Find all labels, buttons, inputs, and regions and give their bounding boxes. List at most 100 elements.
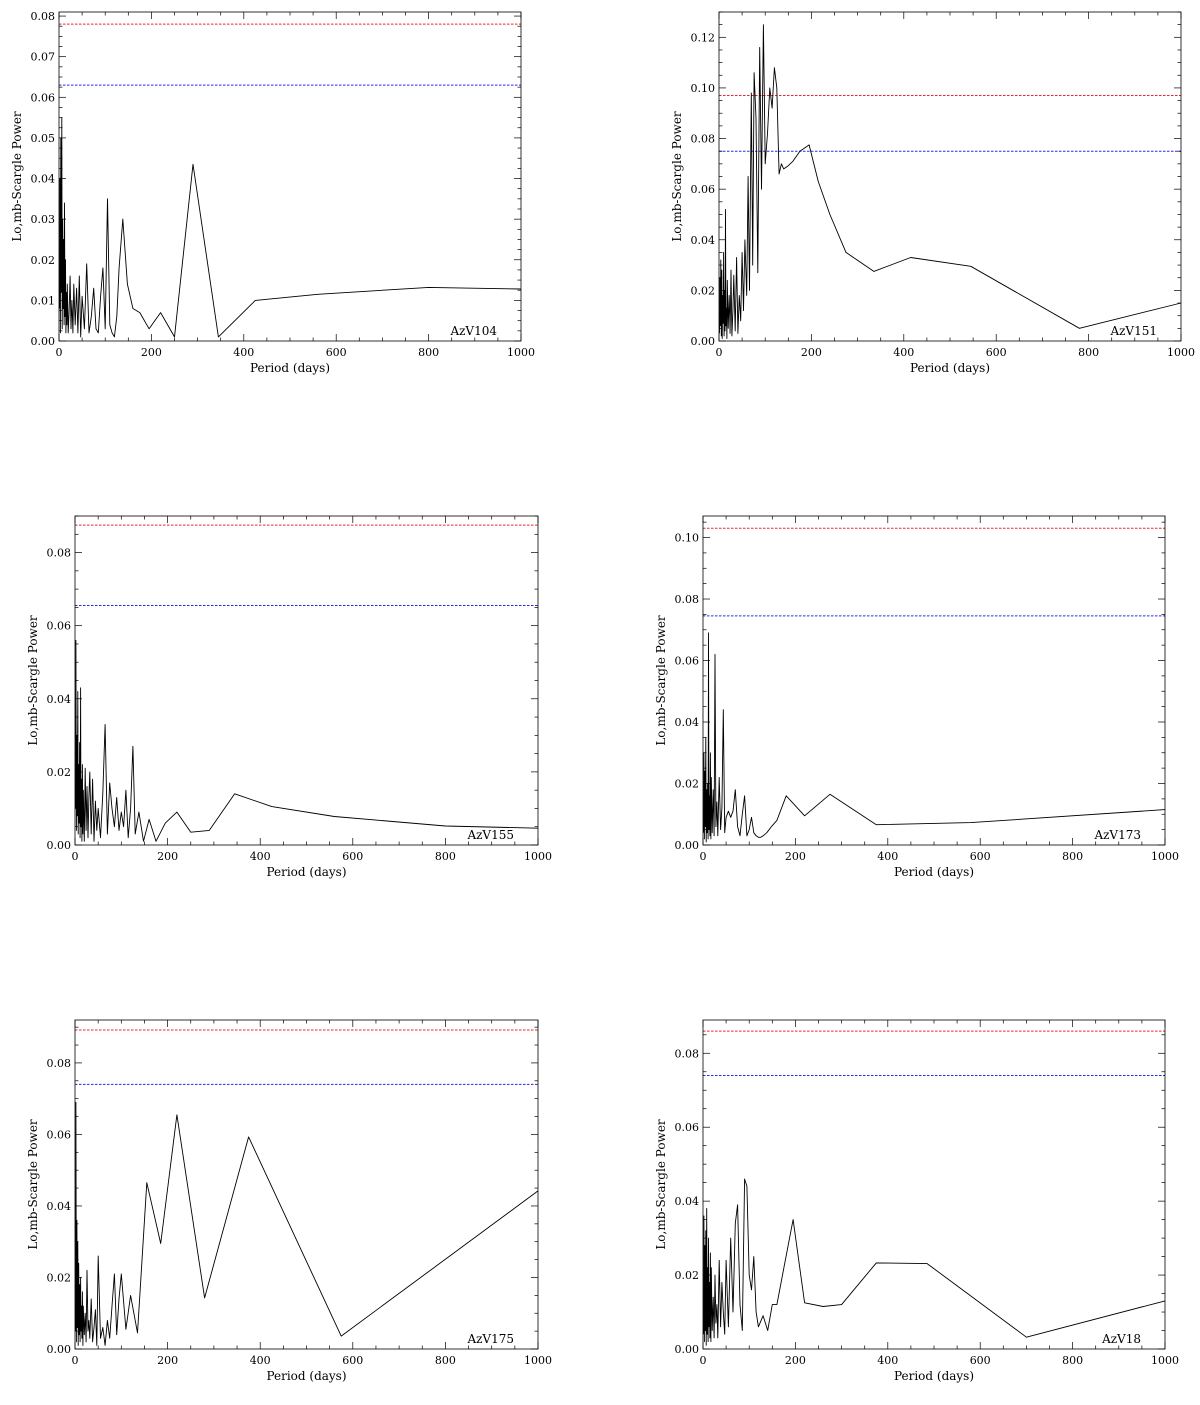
y-tick-label: 0.02: [31, 254, 56, 267]
star-name-label: AzV173: [1093, 828, 1141, 842]
x-axis-title: Period (days): [266, 1369, 346, 1383]
x-tick-label: 0: [700, 1354, 707, 1367]
y-tick-label: 0.08: [675, 593, 700, 606]
y-tick-label: 0.06: [47, 1128, 72, 1141]
star-name-label: AzV175: [466, 1332, 514, 1346]
y-axis-title: Lo,mb-Scargle Power: [10, 111, 24, 242]
star-name-label: AzV104: [449, 324, 497, 338]
y-tick-label: 0.00: [47, 1343, 72, 1356]
x-axis-title: Period (days): [894, 1369, 974, 1383]
y-tick-label: 0.08: [31, 10, 56, 23]
y-tick-label: 0.01: [31, 294, 56, 307]
y-tick-label: 0.00: [47, 839, 72, 852]
panel-azv18: 0 200 400 600 800 1000 0.00 0.02 0.04 0.06 0.08 Per…: [654, 1019, 1179, 1383]
y-tick-label: 0.07: [31, 51, 56, 64]
power-series-line: [703, 632, 1166, 843]
x-tick-label: 1000: [1167, 346, 1195, 359]
y-tick-label: 0.04: [31, 173, 56, 186]
x-tick-label: 800: [418, 346, 439, 359]
x-tick-label: 0: [700, 850, 707, 863]
x-tick-label: 1000: [524, 1354, 552, 1367]
x-tick-label: 200: [785, 850, 806, 863]
y-tick-label: 0.04: [675, 1195, 700, 1208]
x-tick-label: 600: [986, 346, 1007, 359]
y-tick-label: 0.02: [675, 1269, 700, 1282]
x-tick-label: 800: [435, 1354, 456, 1367]
power-series-line: [75, 1101, 539, 1346]
star-name-label: AzV151: [1109, 324, 1157, 338]
x-tick-label: 800: [435, 850, 456, 863]
y-tick-label: 0.03: [31, 213, 56, 226]
y-tick-label: 0.06: [691, 183, 716, 196]
x-tick-label: 400: [893, 346, 914, 359]
y-tick-label: 0.02: [47, 1271, 72, 1284]
y-axis-title: Lo,mb-Scargle Power: [670, 111, 684, 242]
y-tick-label: 0.12: [691, 31, 716, 44]
x-tick-label: 200: [157, 1354, 178, 1367]
x-tick-label: 800: [1062, 1354, 1083, 1367]
x-tick-label: 0: [56, 346, 63, 359]
y-axis-title: Lo,mb-Scargle Power: [654, 615, 668, 746]
y-tick-label: 0.06: [675, 655, 700, 668]
y-tick-label: 0.08: [47, 1057, 72, 1070]
panel-azv173: 0 200 400 600 800 1000 0.00 0.02 0.04 0.06 0.08 0.1…: [654, 515, 1179, 879]
y-axis-title: Lo,mb-Scargle Power: [26, 1119, 40, 1250]
x-tick-label: 400: [877, 1354, 898, 1367]
y-tick-label: 0.08: [691, 133, 716, 146]
y-tick-label: 0.02: [691, 284, 716, 297]
y-tick-label: 0.00: [31, 335, 56, 348]
x-tick-label: 600: [342, 850, 363, 863]
panel-azv175: 0 200 400 600 800 1000 0.00 0.02 0.04 0.06 0.08 Per…: [26, 1019, 552, 1383]
x-tick-label: 400: [250, 850, 271, 863]
y-tick-label: 0.00: [675, 1343, 700, 1356]
x-tick-label: 800: [1062, 850, 1083, 863]
x-tick-label: 1000: [524, 850, 552, 863]
power-series-line: [719, 24, 1182, 339]
y-tick-label: 0.00: [691, 335, 716, 348]
x-tick-label: 200: [157, 850, 178, 863]
y-tick-label: 0.04: [47, 1200, 72, 1213]
y-tick-label: 0.02: [47, 766, 72, 779]
x-axis-title: Period (days): [250, 361, 330, 375]
y-tick-label: 0.04: [675, 716, 700, 729]
x-tick-label: 0: [72, 1354, 79, 1367]
power-series-line: [59, 117, 522, 338]
x-tick-label: 200: [801, 346, 822, 359]
y-tick-label: 0.06: [675, 1121, 700, 1134]
x-tick-label: 600: [970, 850, 991, 863]
x-tick-label: 400: [250, 1354, 271, 1367]
x-tick-label: 600: [970, 1354, 991, 1367]
y-tick-label: 0.06: [47, 620, 72, 633]
power-series-line: [75, 639, 539, 842]
x-tick-label: 800: [1078, 346, 1099, 359]
y-tick-label: 0.04: [47, 693, 72, 706]
y-tick-label: 0.04: [691, 234, 716, 247]
x-tick-label: 0: [72, 850, 79, 863]
star-name-label: AzV18: [1101, 1332, 1141, 1346]
x-tick-label: 600: [342, 1354, 363, 1367]
panel-azv155: 0 200 400 600 800 1000 0.00 0.02 0.04 0.06 0.08 Per…: [26, 515, 552, 879]
x-tick-label: 600: [326, 346, 347, 359]
y-axis-title: Lo,mb-Scargle Power: [26, 615, 40, 746]
y-tick-label: 0.08: [47, 547, 72, 560]
y-tick-label: 0.00: [675, 839, 700, 852]
x-tick-label: 400: [877, 850, 898, 863]
star-name-label: AzV155: [466, 828, 514, 842]
x-tick-label: 1000: [1151, 1354, 1179, 1367]
x-tick-label: 1000: [1151, 850, 1179, 863]
y-tick-label: 0.02: [675, 778, 700, 791]
x-axis-title: Period (days): [894, 865, 974, 879]
x-tick-label: 400: [233, 346, 254, 359]
x-tick-label: 200: [785, 1354, 806, 1367]
panel-azv151: 0 200 400 600 800 1000 0.00 0.02 0.04 0.06 0.08 0.1…: [670, 11, 1195, 375]
power-series-line: [703, 1178, 1166, 1346]
y-tick-label: 0.10: [691, 82, 716, 95]
y-tick-label: 0.05: [31, 132, 56, 145]
x-tick-label: 200: [141, 346, 162, 359]
y-axis-title: Lo,mb-Scargle Power: [654, 1119, 668, 1250]
y-tick-label: 0.06: [31, 91, 56, 104]
panel-azv104: 0 200 400 600 800 1000 0.00 0.01 0.02 0.03 0.04 0.0…: [10, 10, 535, 375]
x-axis-title: Period (days): [910, 361, 990, 375]
